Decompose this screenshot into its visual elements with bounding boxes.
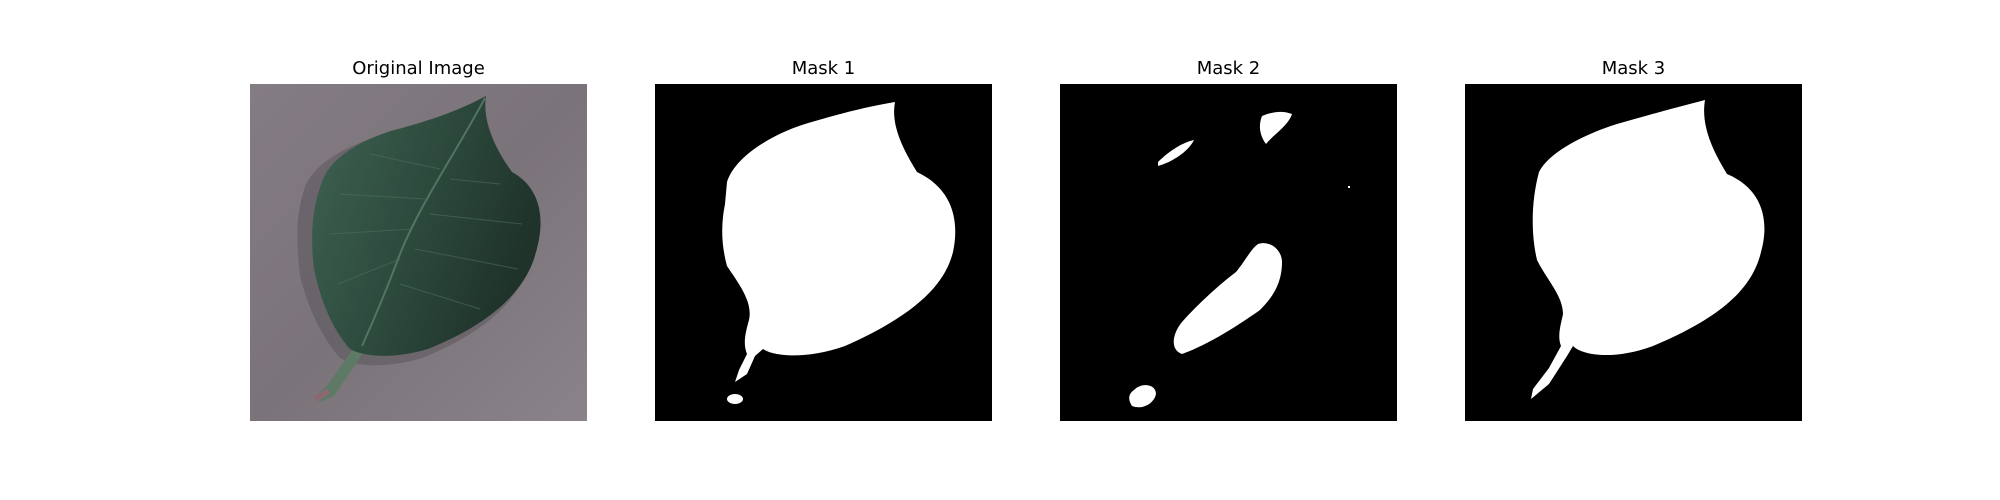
panel-title-mask2: Mask 2 bbox=[1196, 58, 1261, 79]
original-leaf-photo bbox=[250, 84, 587, 421]
panel-original-image bbox=[250, 84, 587, 421]
mask-2-image bbox=[1060, 84, 1397, 421]
mask-2-foreground bbox=[1129, 111, 1350, 408]
mask-3-image bbox=[1465, 84, 1802, 421]
leaf-stem bbox=[316, 342, 368, 402]
mask-1-image bbox=[655, 84, 992, 421]
panel-mask-1 bbox=[655, 84, 992, 421]
panel-mask-3 bbox=[1465, 84, 1802, 421]
panel-mask-2 bbox=[1060, 84, 1397, 421]
leaf-blade bbox=[312, 96, 541, 356]
mask-background bbox=[1060, 84, 1397, 421]
panel-title-original: Original Image bbox=[352, 58, 485, 79]
panel-title-mask1: Mask 1 bbox=[791, 58, 856, 79]
panel-title-mask3: Mask 3 bbox=[1601, 58, 1666, 79]
mask-1-foreground bbox=[722, 102, 956, 382]
mask-3-foreground bbox=[1531, 100, 1765, 399]
